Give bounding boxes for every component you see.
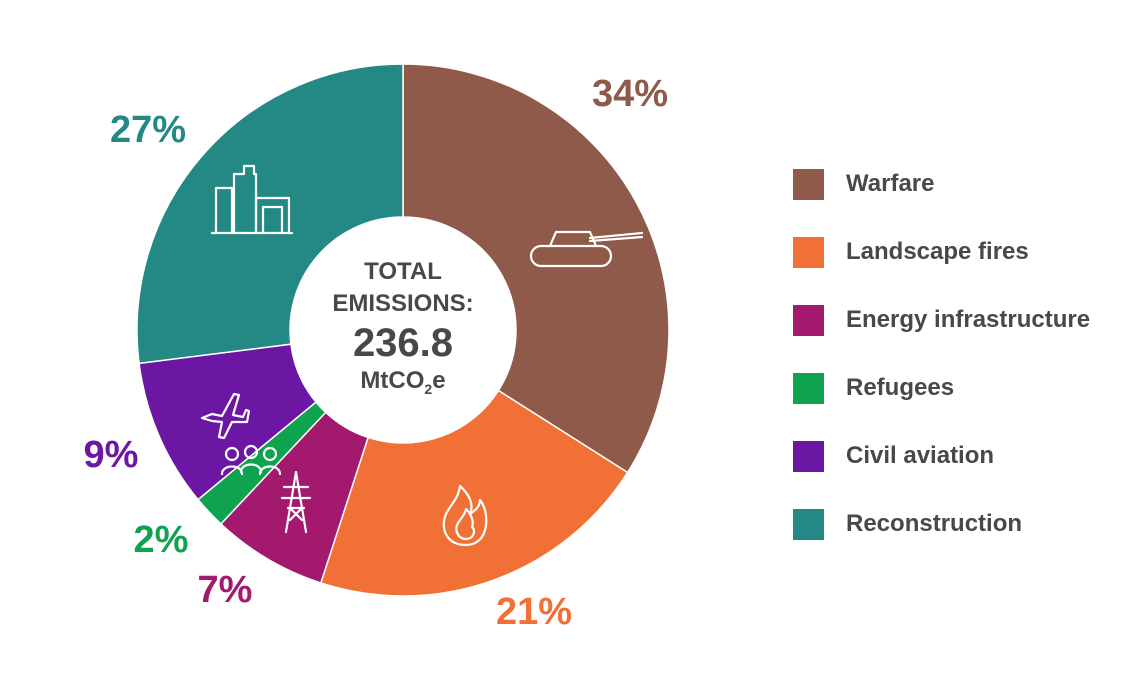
people-icon	[220, 444, 282, 476]
legend-swatch	[793, 236, 824, 268]
slice-reconstruction	[136, 63, 404, 365]
slice-landscape-fires	[319, 389, 629, 597]
legend-item-energy-infrastructure: Energy infrastructure	[793, 286, 1090, 354]
legend-swatch	[793, 440, 824, 472]
total-unit: MtCO2e	[303, 366, 503, 404]
legend-label: Civil aviation	[846, 442, 995, 469]
legend-label: Refugees	[846, 374, 955, 401]
legend-swatch	[793, 304, 824, 336]
legend-label: Landscape fires	[846, 238, 1029, 265]
data-label-civil-aviation: 9%	[83, 434, 139, 476]
data-label-refugees: 2%	[133, 519, 189, 561]
data-label-reconstruction: 27%	[109, 109, 187, 151]
emissions-label: EMISSIONS:	[332, 290, 474, 318]
airplane-icon	[200, 392, 251, 440]
total-value: 236.8	[352, 321, 454, 366]
legend-item-reconstruction: Reconstruction	[793, 490, 1090, 558]
legend-item-landscape-fires: Landscape fires	[793, 218, 1090, 286]
unit-tail: e	[432, 367, 446, 395]
legend-label: Energy infrastructure	[846, 306, 1091, 333]
data-label-warfare: 34%	[591, 73, 669, 115]
tank-icon	[529, 230, 644, 268]
legend-item-refugees: Refugees	[793, 354, 1090, 422]
legend-label: Warfare	[846, 170, 935, 197]
unit-sub: 2	[424, 380, 433, 397]
legend: Warfare Landscape fires Energy infrastru…	[793, 150, 1090, 558]
fire-icon	[442, 484, 488, 547]
legend-item-warfare: Warfare	[793, 150, 1090, 218]
data-label-energy-infrastructure: 7%	[197, 569, 253, 611]
slice-warfare	[402, 63, 670, 474]
legend-swatch	[793, 168, 824, 200]
legend-swatch	[793, 372, 824, 404]
total-emissions: TOTAL EMISSIONS: 236.8 MtCO2e	[303, 256, 503, 404]
unit-main: MtCO	[360, 367, 425, 395]
legend-item-civil-aviation: Civil aviation	[793, 422, 1090, 490]
power-pylon-icon	[280, 470, 312, 534]
legend-swatch	[793, 508, 824, 540]
buildings-icon	[210, 164, 294, 235]
legend-label: Reconstruction	[846, 510, 1023, 537]
total-label: TOTAL	[364, 258, 442, 286]
data-label-landscape-fires: 21%	[495, 591, 573, 633]
